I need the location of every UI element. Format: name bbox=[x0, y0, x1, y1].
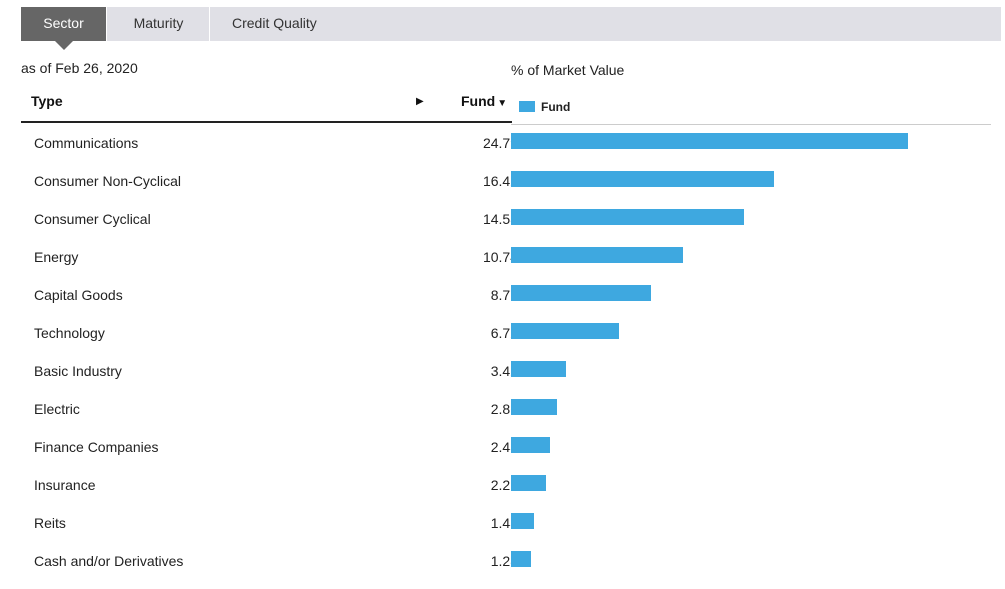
sector-name: Communications bbox=[34, 135, 139, 151]
fund-bar bbox=[511, 171, 774, 187]
sector-name: Energy bbox=[34, 249, 79, 265]
tab-bar: Sector Maturity Credit Quality bbox=[21, 7, 1001, 50]
fund-bar bbox=[511, 399, 557, 415]
fund-value: 8.77 bbox=[490, 287, 518, 303]
sector-name: Technology bbox=[34, 325, 105, 341]
sector-name: Capital Goods bbox=[34, 287, 123, 303]
sector-name: Consumer Cyclical bbox=[34, 211, 151, 227]
table-row: Basic Industry 3.42 bbox=[21, 361, 991, 399]
fund-value: 24.79 bbox=[482, 135, 518, 151]
sector-name: Electric bbox=[34, 401, 80, 417]
table-row: Consumer Cyclical 14.58 bbox=[21, 209, 991, 247]
sector-name: Consumer Non-Cyclical bbox=[34, 173, 182, 189]
sector-name: Basic Industry bbox=[34, 363, 122, 379]
fund-value: 6.72 bbox=[490, 325, 518, 341]
fund-bar bbox=[511, 209, 745, 225]
sector-name: Reits bbox=[34, 515, 66, 531]
fund-value: 2.86 bbox=[490, 401, 518, 417]
table-row: Communications 24.79 bbox=[21, 133, 991, 171]
tab-sector[interactable]: Sector bbox=[21, 7, 107, 50]
chart-divider bbox=[511, 124, 991, 125]
table-row: Consumer Non-Cyclical 16.42 bbox=[21, 171, 991, 209]
table-row: Cash and/or Derivatives 1.28 bbox=[21, 551, 991, 589]
legend-label-fund: Fund bbox=[541, 100, 571, 114]
sector-name: Cash and/or Derivatives bbox=[34, 553, 184, 569]
table-row: Technology 6.72 bbox=[21, 323, 991, 361]
table-row: Reits 1.43 bbox=[21, 513, 991, 551]
fund-bar bbox=[511, 513, 534, 529]
table-row: Insurance 2.21 bbox=[21, 475, 991, 513]
fund-value: 10.74 bbox=[482, 249, 518, 265]
tab-credit-quality[interactable]: Credit Quality bbox=[232, 15, 317, 31]
table-row: Energy 10.74 bbox=[21, 247, 991, 285]
sector-name: Insurance bbox=[34, 477, 96, 493]
play-triangle-icon[interactable]: ▶ bbox=[416, 96, 424, 107]
table-row: Finance Companies 2.43 bbox=[21, 437, 991, 475]
fund-value: 16.42 bbox=[482, 173, 518, 189]
fund-bar bbox=[511, 133, 908, 149]
fund-value: 1.43 bbox=[490, 515, 518, 531]
as-of-date: as of Feb 26, 2020 bbox=[21, 60, 138, 76]
fund-bar bbox=[511, 247, 683, 263]
fund-value: 2.43 bbox=[490, 439, 518, 455]
fund-bar bbox=[511, 361, 566, 377]
table-row: Electric 2.86 bbox=[21, 399, 991, 437]
fund-bar bbox=[511, 551, 532, 567]
fund-bar bbox=[511, 285, 652, 301]
fund-bar bbox=[511, 475, 547, 491]
fund-value: 3.42 bbox=[490, 363, 518, 379]
fund-value: 2.21 bbox=[490, 477, 518, 493]
column-header-fund-label: Fund bbox=[461, 93, 496, 109]
fund-value: 14.58 bbox=[482, 211, 518, 227]
tab-maturity[interactable]: Maturity bbox=[108, 7, 210, 41]
column-header-fund[interactable]: Fund ▼ bbox=[461, 93, 507, 109]
column-header-type[interactable]: Type bbox=[31, 93, 63, 109]
sector-name: Finance Companies bbox=[34, 439, 159, 455]
legend-swatch-fund bbox=[519, 101, 535, 112]
table-row: Capital Goods 8.77 bbox=[21, 285, 991, 323]
sort-down-triangle-icon: ▼ bbox=[497, 98, 508, 109]
fund-value: 1.28 bbox=[490, 553, 518, 569]
header-divider bbox=[21, 121, 512, 123]
fund-bar bbox=[511, 323, 619, 339]
chart-title: % of Market Value bbox=[511, 62, 625, 78]
chart-legend: Fund bbox=[519, 100, 570, 114]
fund-bar bbox=[511, 437, 550, 453]
